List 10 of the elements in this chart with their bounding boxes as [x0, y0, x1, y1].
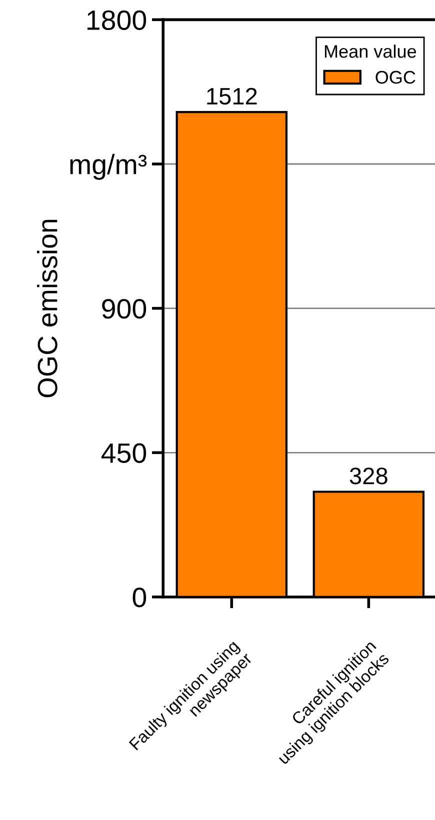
y-tick-label: 450	[101, 443, 146, 463]
legend-label: OGC	[376, 70, 416, 84]
y-tick-label: 1800	[87, 10, 146, 30]
y-tick-label: 900	[102, 298, 146, 319]
y-tick-label: mg/m³	[70, 154, 147, 180]
data-label: 1512	[207, 88, 257, 105]
y-axis-title: OGC emission	[37, 220, 58, 398]
legend-title: Mean value	[324, 44, 416, 58]
data-label: 328	[350, 468, 388, 484]
y-tick-label: 0	[132, 588, 146, 608]
